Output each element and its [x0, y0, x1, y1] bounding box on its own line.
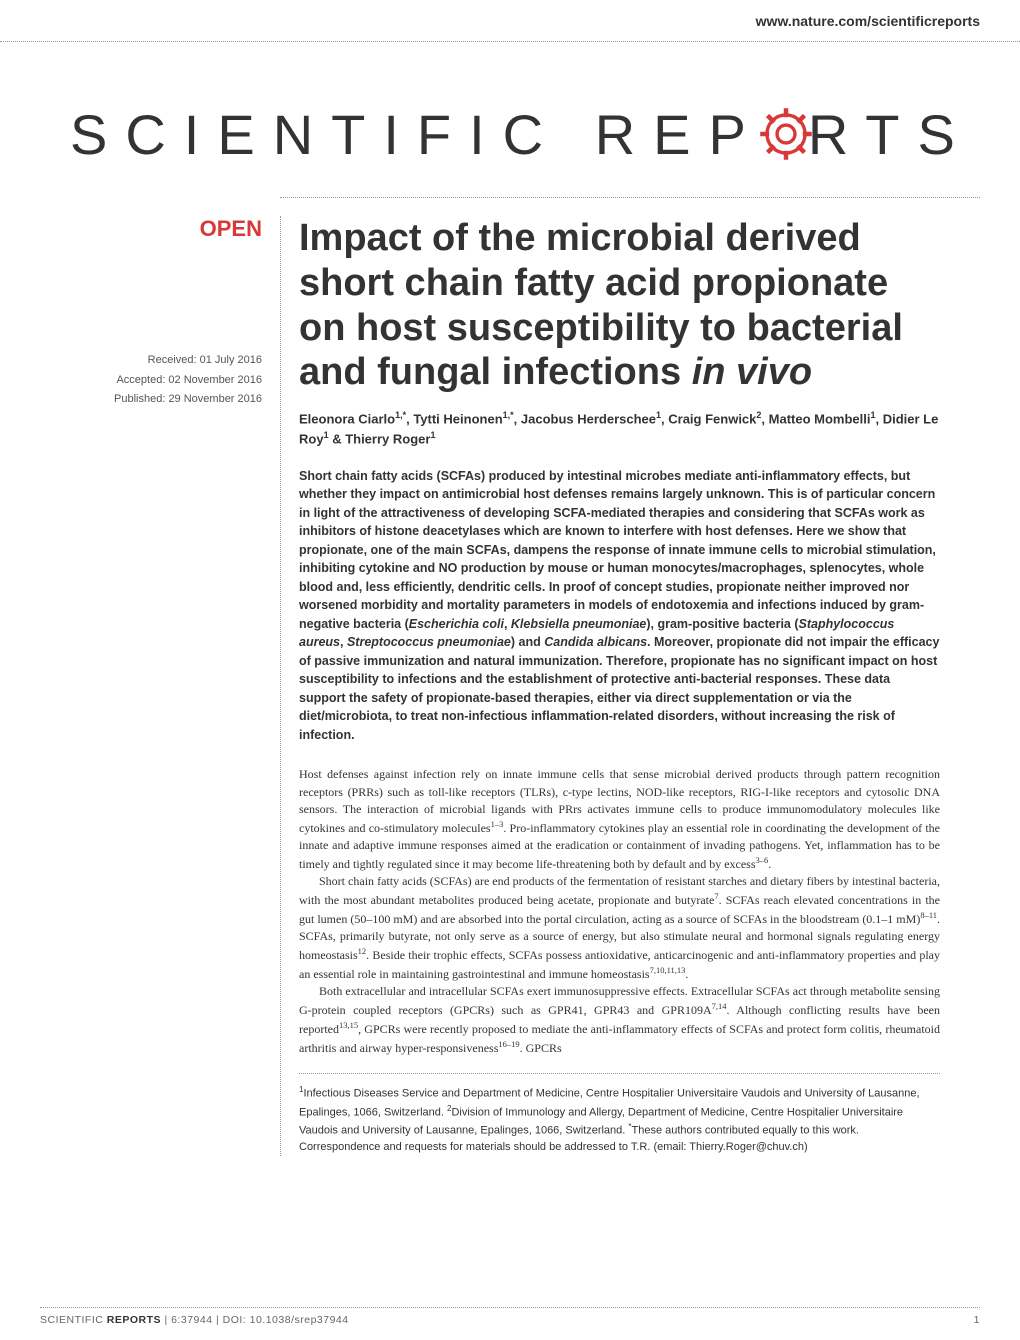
paragraph-1: Host defenses against infection rely on … [299, 766, 940, 872]
paragraph-3: Both extracellular and intracellular SCF… [299, 983, 940, 1057]
title-rule [280, 197, 980, 198]
open-access-badge: OPEN [40, 216, 262, 242]
abstract: Short chain fatty acids (SCFAs) produced… [299, 467, 940, 745]
gear-icon [758, 106, 814, 162]
title-italic: in vivo [692, 351, 812, 393]
journal-word2a: REP [595, 103, 764, 166]
content-row: OPEN Received: 01 July 2016 Accepted: 02… [0, 216, 1020, 1156]
date-published: Published: 29 November 2016 [40, 391, 262, 409]
journal-word2b: RTS [808, 103, 973, 166]
title-main: Impact of the microbial derived short ch… [299, 217, 903, 393]
footer-cite-rest: | 6:37944 | DOI: 10.1038/srep37944 [161, 1314, 349, 1326]
footer: SCIENTIFIC REPORTS | 6:37944 | DOI: 10.1… [40, 1307, 980, 1326]
date-received: Received: 01 July 2016 [40, 352, 262, 370]
left-column: OPEN Received: 01 July 2016 Accepted: 02… [0, 216, 280, 1156]
affiliations: 1Infectious Diseases Service and Departm… [299, 1073, 940, 1156]
dates-block: Received: 01 July 2016 Accepted: 02 Nove… [40, 352, 262, 409]
journal-word1: SCIENTIFIC [70, 103, 561, 166]
footer-cite-bold: REPORTS [103, 1314, 161, 1326]
paragraph-2: Short chain fatty acids (SCFAs) are end … [299, 873, 940, 983]
header-url: www.nature.com/scientificreports [0, 0, 1020, 42]
authors-list: Eleonora Ciarlo1,*, Tytti Heinonen1,*, J… [299, 409, 940, 449]
journal-logo: SCIENTIFIC REP RTS [70, 102, 1020, 167]
footer-citation: SCIENTIFIC REPORTS | 6:37944 | DOI: 10.1… [40, 1314, 349, 1326]
date-accepted: Accepted: 02 November 2016 [40, 372, 262, 390]
body-text: Host defenses against infection rely on … [299, 766, 940, 1057]
footer-cite-prefix: SCIENTIFIC [40, 1314, 103, 1326]
page-number: 1 [974, 1314, 980, 1326]
right-column: Impact of the microbial derived short ch… [280, 216, 980, 1156]
article-title: Impact of the microbial derived short ch… [299, 216, 940, 395]
